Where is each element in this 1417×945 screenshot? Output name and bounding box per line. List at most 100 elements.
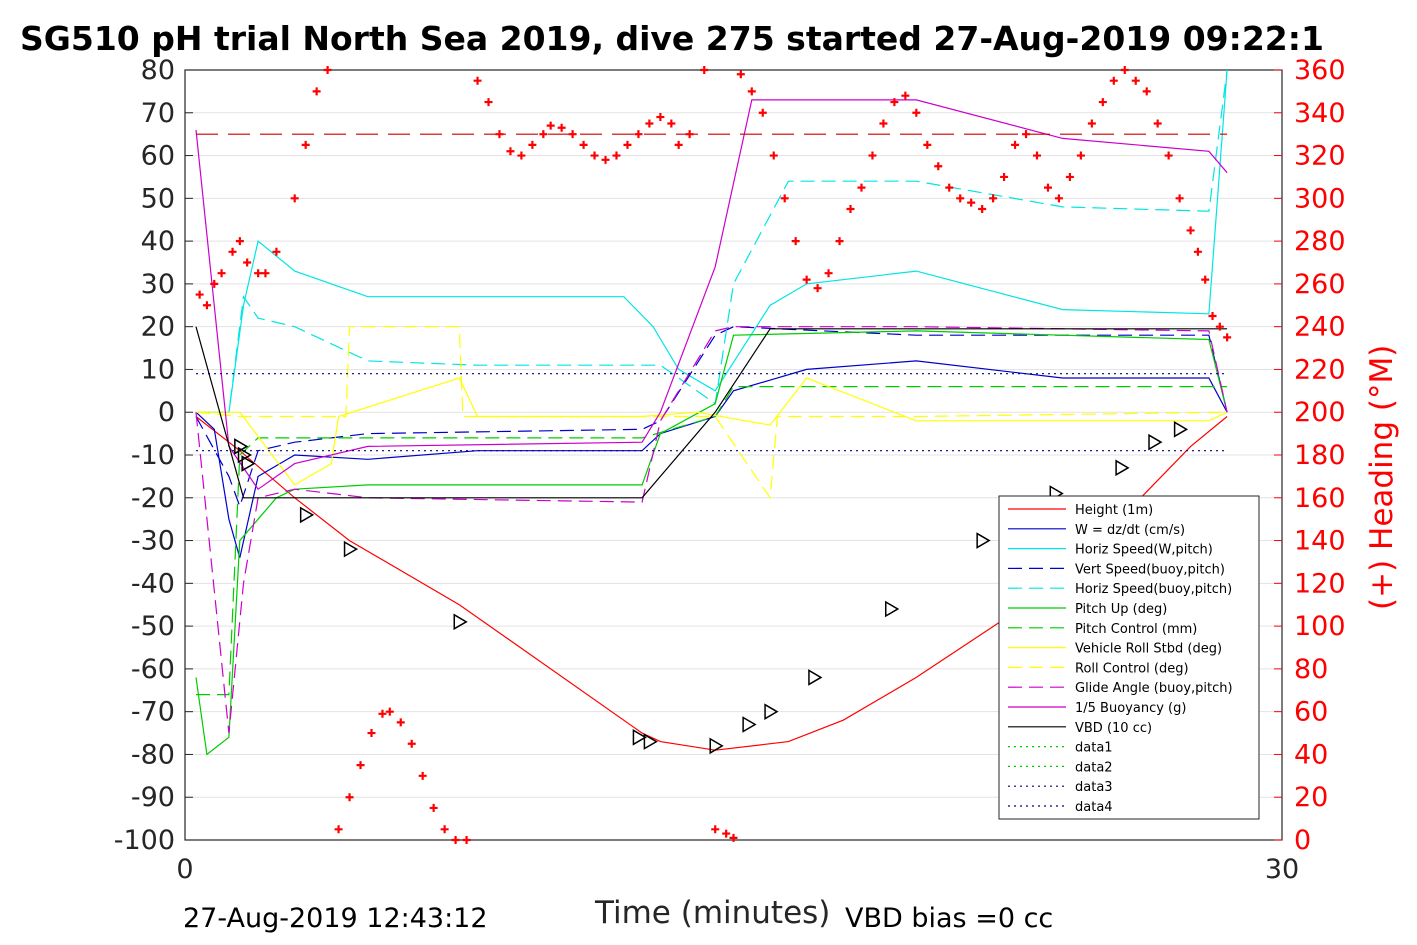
heading-point	[1109, 76, 1118, 85]
series-line-3	[195, 326, 1228, 509]
right-tick-label: 60	[1294, 697, 1328, 728]
depth-marker	[742, 716, 757, 733]
heading-point	[747, 87, 756, 96]
right-tick-label: 240	[1294, 312, 1346, 343]
x-tick-label: 0	[176, 854, 193, 885]
heading-point	[1065, 172, 1074, 181]
heading-point	[210, 279, 219, 288]
heading-point	[378, 709, 387, 718]
legend-label: Pitch Up (deg)	[1075, 602, 1167, 617]
legend-label: Horiz Speed(buoy,pitch)	[1075, 582, 1232, 597]
legend-label: Height (1m)	[1075, 503, 1153, 518]
right-tick-label: 340	[1294, 98, 1346, 129]
heading-point	[722, 829, 731, 838]
heading-point	[824, 269, 833, 278]
heading-point	[802, 275, 811, 284]
y-tick-label: -70	[131, 697, 175, 728]
heading-point	[528, 140, 537, 149]
heading-point	[254, 269, 263, 278]
series-line-6	[196, 386, 1228, 696]
heading-point	[334, 825, 343, 834]
heading-point	[623, 140, 632, 149]
series-line-1	[195, 360, 1228, 558]
legend-label: data2	[1075, 760, 1113, 775]
heading-point	[243, 258, 252, 267]
chart-title: SG510 pH trial North Sea 2019, dive 275 …	[20, 19, 1324, 58]
heading-point	[769, 151, 778, 160]
heading-point	[1000, 172, 1009, 181]
heading-point	[978, 205, 987, 214]
series-line-9	[195, 326, 1228, 734]
heading-point	[645, 119, 654, 128]
heading-point	[517, 151, 526, 160]
heading-point	[1098, 98, 1107, 107]
depth-marker	[764, 703, 779, 720]
y-tick-label: -30	[131, 526, 175, 557]
heading-point	[1208, 311, 1217, 320]
heading-point	[879, 119, 888, 128]
x-axis-label: Time (minutes)	[594, 895, 830, 931]
heading-point	[235, 237, 244, 246]
heading-point	[345, 793, 354, 802]
right-tick-label: 80	[1294, 654, 1328, 685]
x-axis-ticks: 0 30	[176, 854, 1299, 885]
heading-point	[1087, 119, 1096, 128]
series-line-8	[195, 326, 1228, 500]
series-layer	[195, 69, 1228, 756]
heading-point	[1164, 151, 1173, 160]
depth-marker	[808, 669, 823, 686]
right-tick-label: 160	[1294, 483, 1346, 514]
heading-point	[1186, 226, 1195, 235]
heading-point	[912, 108, 921, 117]
heading-point	[656, 113, 665, 122]
series-line-2	[196, 69, 1228, 413]
heading-point	[590, 151, 599, 160]
heading-point	[1120, 66, 1129, 74]
right-tick-label: 320	[1294, 141, 1346, 172]
y-tick-label: -60	[131, 654, 175, 685]
depth-marker	[643, 733, 658, 750]
heading-point	[451, 836, 460, 844]
legend-label: Pitch Control (mm)	[1075, 622, 1197, 637]
legend-label: Vert Speed(buoy,pitch)	[1075, 562, 1225, 577]
depth-marker	[241, 455, 256, 472]
heading-point	[835, 237, 844, 246]
heading-point	[890, 98, 899, 107]
left-axis-ticks: 80 70 60 50 40 30 20 10 0 -10 -20 -30 -40 -50 -60 -70 -8…	[114, 55, 193, 856]
depth-marker	[884, 600, 900, 618]
heading-point	[1193, 247, 1202, 256]
right-tick-label: 220	[1294, 354, 1346, 385]
heading-point	[462, 836, 471, 844]
legend-box	[998, 495, 1260, 820]
heading-point	[674, 140, 683, 149]
heading-point	[956, 194, 965, 203]
heading-point	[290, 194, 299, 203]
heading-point	[272, 247, 281, 256]
heading-point	[813, 284, 822, 293]
heading-point	[495, 130, 504, 139]
heading-point	[579, 140, 588, 149]
y-tick-label: -40	[131, 568, 175, 599]
heading-point	[967, 198, 976, 207]
heading-point	[484, 98, 493, 107]
legend-label: Vehicle Roll Stbd (deg)	[1075, 642, 1222, 657]
marker-layer	[234, 421, 1189, 755]
heading-point	[506, 147, 515, 156]
series-line-5	[195, 330, 1228, 756]
heading-point	[407, 739, 416, 748]
heading-point	[736, 70, 745, 79]
y-tick-label: 20	[141, 312, 175, 343]
right-tick-label: 260	[1294, 269, 1346, 300]
heading-point	[202, 301, 211, 310]
depth-marker	[299, 506, 315, 524]
heading-point	[1153, 119, 1162, 128]
right-tick-label: 120	[1294, 568, 1346, 599]
heading-point	[700, 66, 709, 74]
heading-point	[1142, 87, 1151, 96]
heading-point	[539, 130, 548, 139]
x-tick-label: 30	[1265, 854, 1299, 885]
legend-label: Glide Angle (buoy,pitch)	[1075, 681, 1233, 696]
vbd-bias-footer: VBD bias =0 cc	[845, 903, 1053, 934]
heading-point	[934, 162, 943, 171]
